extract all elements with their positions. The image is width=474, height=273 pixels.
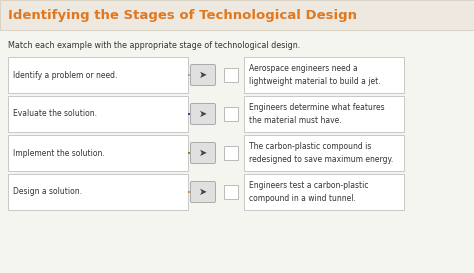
FancyBboxPatch shape bbox=[8, 174, 188, 210]
FancyBboxPatch shape bbox=[191, 182, 216, 203]
Text: The carbon-plastic compound is
redesigned to save maximum energy.: The carbon-plastic compound is redesigne… bbox=[249, 142, 393, 164]
Text: ➤: ➤ bbox=[199, 70, 207, 80]
FancyBboxPatch shape bbox=[244, 96, 404, 132]
FancyBboxPatch shape bbox=[191, 143, 216, 164]
FancyBboxPatch shape bbox=[8, 96, 188, 132]
FancyBboxPatch shape bbox=[8, 57, 188, 93]
FancyBboxPatch shape bbox=[191, 103, 216, 124]
FancyBboxPatch shape bbox=[0, 0, 474, 30]
Text: Design a solution.: Design a solution. bbox=[13, 188, 82, 197]
Text: Engineers determine what features
the material must have.: Engineers determine what features the ma… bbox=[249, 103, 384, 125]
FancyBboxPatch shape bbox=[191, 64, 216, 85]
Text: Identify a problem or need.: Identify a problem or need. bbox=[13, 70, 118, 79]
FancyBboxPatch shape bbox=[224, 185, 238, 199]
FancyBboxPatch shape bbox=[224, 68, 238, 82]
Text: Implement the solution.: Implement the solution. bbox=[13, 149, 105, 158]
Text: ➤: ➤ bbox=[199, 187, 207, 197]
FancyBboxPatch shape bbox=[224, 146, 238, 160]
FancyBboxPatch shape bbox=[8, 135, 188, 171]
Text: Engineers test a carbon-plastic
compound in a wind tunnel.: Engineers test a carbon-plastic compound… bbox=[249, 181, 368, 203]
FancyBboxPatch shape bbox=[244, 135, 404, 171]
Text: ➤: ➤ bbox=[199, 109, 207, 119]
Text: ➤: ➤ bbox=[199, 148, 207, 158]
Text: Identifying the Stages of Technological Design: Identifying the Stages of Technological … bbox=[8, 8, 357, 22]
FancyBboxPatch shape bbox=[244, 174, 404, 210]
FancyBboxPatch shape bbox=[224, 107, 238, 121]
FancyBboxPatch shape bbox=[244, 57, 404, 93]
Text: Evaluate the solution.: Evaluate the solution. bbox=[13, 109, 97, 118]
Text: Match each example with the appropriate stage of technological design.: Match each example with the appropriate … bbox=[8, 40, 300, 49]
Text: Aerospace engineers need a
lightweight material to build a jet.: Aerospace engineers need a lightweight m… bbox=[249, 64, 381, 86]
